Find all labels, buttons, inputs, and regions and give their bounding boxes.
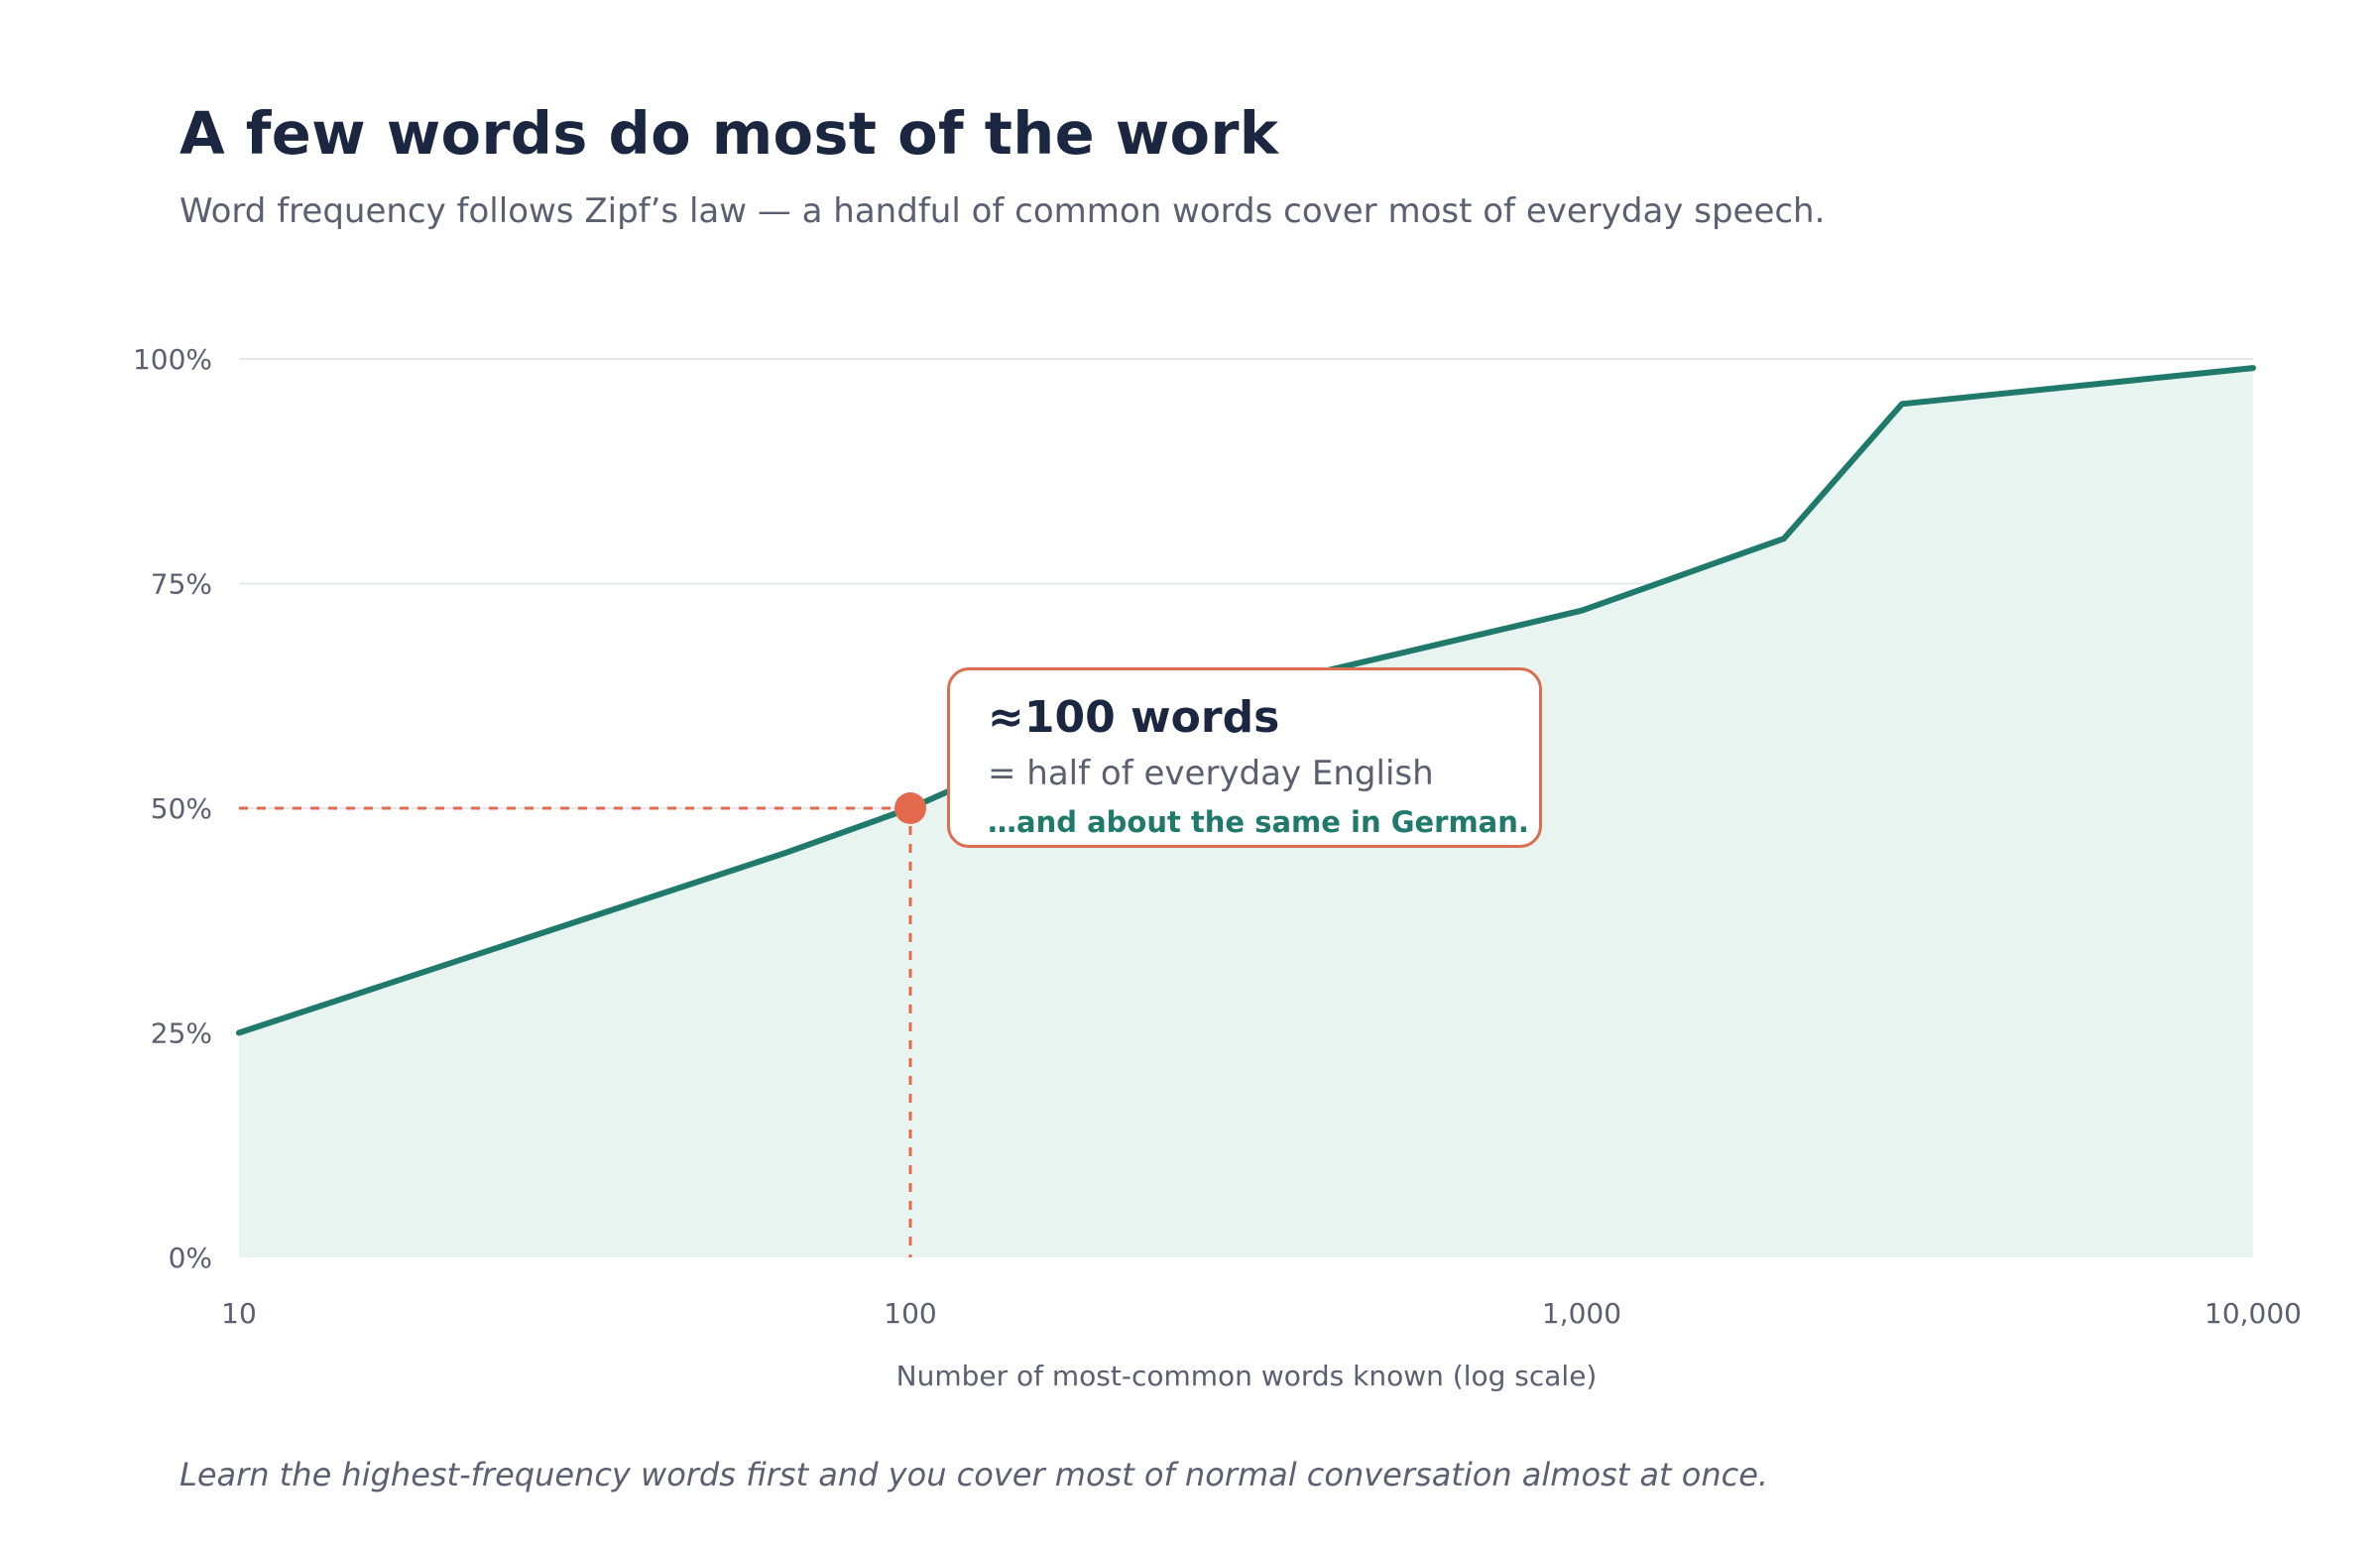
y-tick-label: 0% xyxy=(169,1242,212,1274)
highlight-guides xyxy=(239,806,912,1257)
x-tick-label: 10 xyxy=(221,1297,257,1330)
chart-title: A few words do most of the work xyxy=(179,99,1279,168)
x-axis-ticks: 10 100 1,000 10,000 xyxy=(221,1297,2302,1330)
callout-title: ≈100 words xyxy=(988,692,1280,743)
highlight-marker-layer xyxy=(894,792,926,824)
y-axis-ticks: 0% 25% 50% 75% 100% xyxy=(133,343,212,1274)
chart-footnote: Learn the highest-frequency words first … xyxy=(179,1456,1769,1493)
callout-note: …and about the same in German. xyxy=(988,805,1529,839)
chart-subtitle: Word frequency follows Zipf’s law — a ha… xyxy=(179,191,1826,231)
highlight-point xyxy=(894,792,926,824)
y-tick-label: 75% xyxy=(151,568,212,601)
y-tick-label: 25% xyxy=(151,1017,212,1050)
x-tick-label: 100 xyxy=(884,1297,936,1330)
x-axis-label: Number of most-common words known (log s… xyxy=(896,1360,1598,1392)
highlight-callout: ≈100 words = half of everyday English …a… xyxy=(947,667,1542,848)
callout-subtitle: = half of everyday English xyxy=(988,754,1434,793)
y-tick-label: 50% xyxy=(151,792,212,825)
x-tick-label: 10,000 xyxy=(2204,1297,2302,1330)
y-tick-label: 100% xyxy=(133,343,212,376)
x-tick-label: 1,000 xyxy=(1542,1297,1621,1330)
